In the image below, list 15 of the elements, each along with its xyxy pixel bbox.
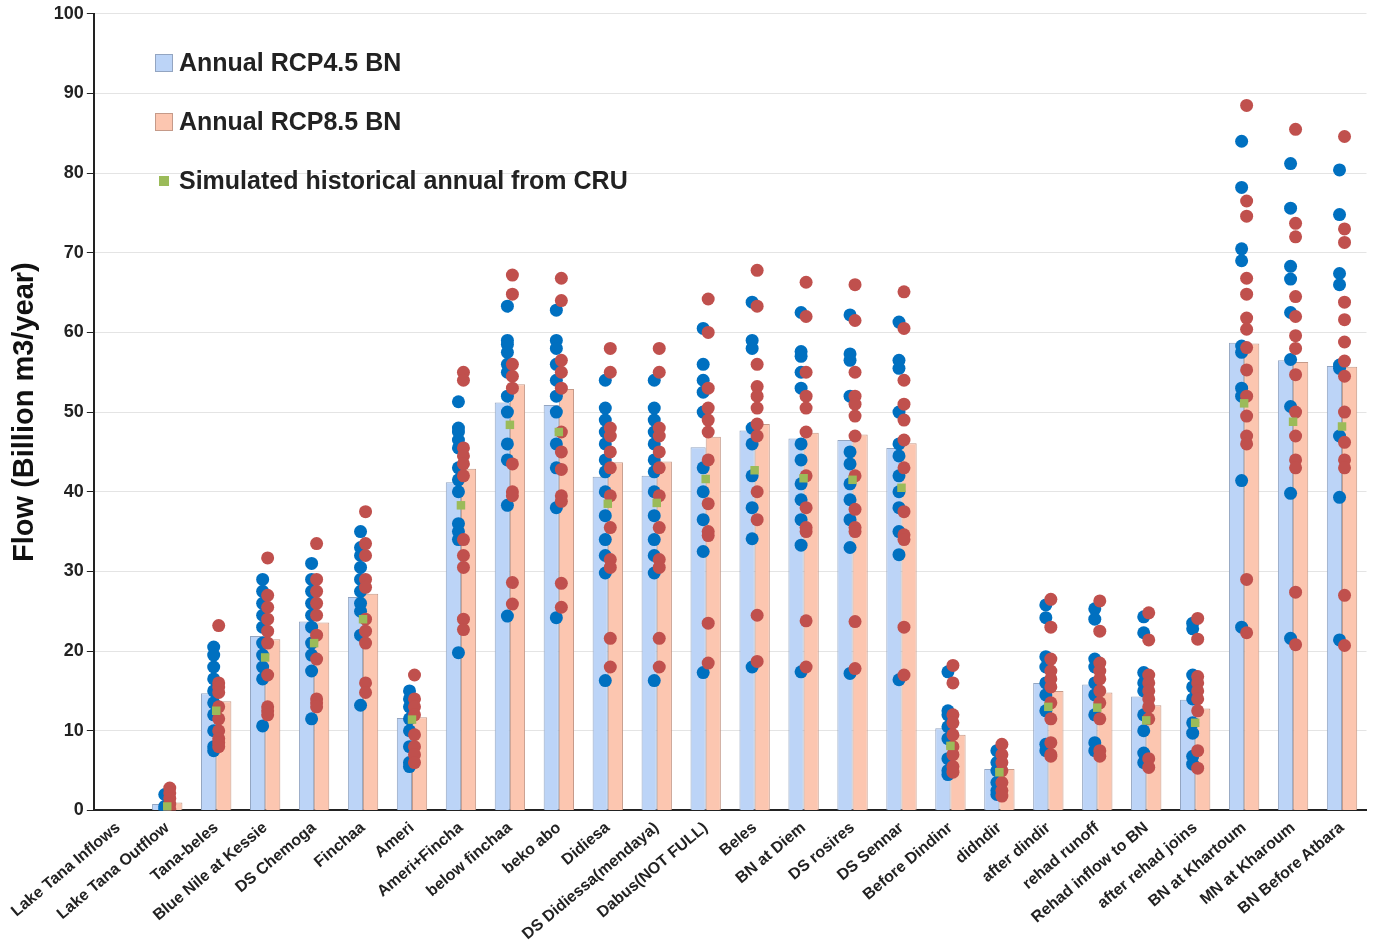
y-tick-label: 40	[63, 480, 84, 501]
y-tick-label: 0	[73, 799, 84, 820]
legend-label: Simulated historical annual from CRU	[179, 166, 628, 195]
legend-label: Annual RCP4.5 BN	[179, 48, 402, 77]
y-tick-label: 100	[53, 2, 84, 23]
y-tick-label: 60	[63, 321, 84, 342]
y-tick-label: 80	[63, 162, 84, 183]
y-axis-title: Flow (Billion m3/year)	[7, 262, 40, 562]
y-tick-label: 90	[63, 82, 84, 103]
y-tick-label: 70	[63, 241, 84, 262]
y-tick-label: 30	[63, 560, 84, 581]
y-tick-label: 20	[63, 640, 84, 661]
y-tick-label: 10	[63, 719, 84, 740]
legend-label: Annual RCP8.5 BN	[179, 107, 402, 136]
y-tick-label: 50	[63, 401, 84, 422]
